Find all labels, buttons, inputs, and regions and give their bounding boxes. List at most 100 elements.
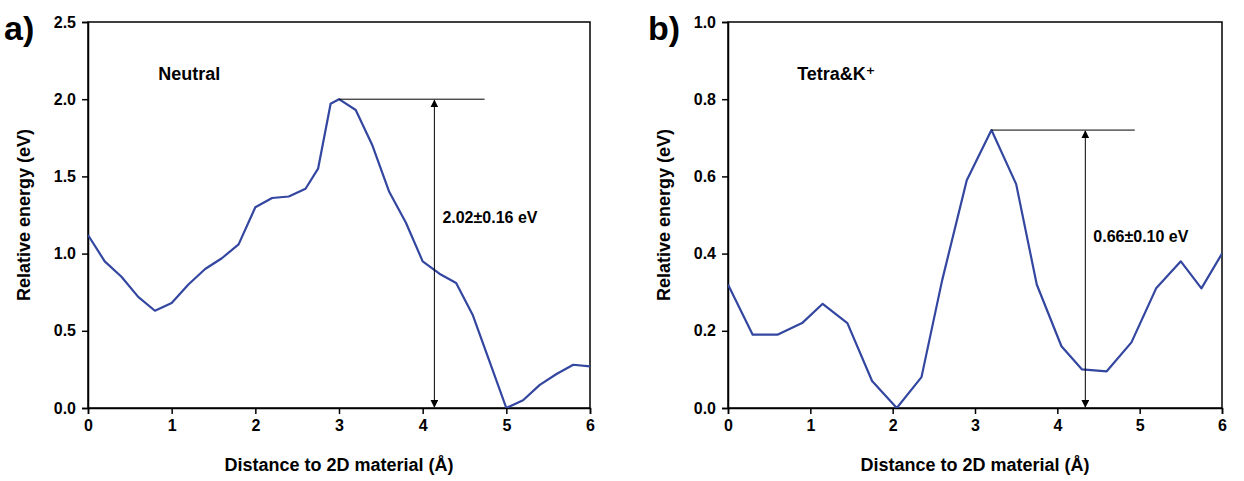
label-background [1091, 227, 1190, 246]
x-tick-label: 1 [806, 417, 815, 434]
x-tick-label: 4 [419, 417, 428, 434]
y-tick: 1.0 [694, 14, 728, 31]
y-tick: 0.6 [694, 168, 728, 185]
x-tick-label: 3 [335, 417, 344, 434]
y-tick: 0.5 [54, 322, 88, 339]
y-tick-mark [722, 408, 728, 410]
y-tick-mark [722, 331, 728, 333]
y-tick-label: 0.0 [54, 400, 76, 417]
x-tick-mark [506, 408, 508, 414]
x-tick: 5 [1136, 408, 1145, 434]
barrier-arrow [1085, 131, 1086, 407]
y-tick-mark [82, 176, 88, 178]
x-tick: 2 [889, 408, 898, 434]
x-tick-label: 4 [1053, 417, 1062, 434]
x-tick-label: 0 [84, 417, 93, 434]
x-tick: 6 [586, 408, 595, 434]
x-axis-line [729, 409, 1223, 415]
barrier-label: 0.66±0.10 eV [1093, 228, 1188, 245]
x-tick: 6 [1218, 408, 1227, 434]
y-tick-label: 0.4 [694, 245, 716, 262]
y-tick-mark [722, 22, 728, 24]
x-tick-label: 1 [168, 417, 177, 434]
x-tick-mark [590, 408, 592, 414]
barrier-level-line [991, 130, 1134, 131]
y-tick-mark [82, 253, 88, 255]
figure: 0 1 2 3 4 5 6 0.0 0.5 1.0 1.5 2.0 2.5 Distance to 2D … [0, 0, 1244, 481]
x-tick: 0 [84, 408, 93, 434]
y-tick-label: 0.8 [694, 91, 716, 108]
plot-area [728, 130, 1222, 408]
x-tick-mark [255, 408, 257, 414]
x-axis: 0 1 2 3 4 5 6 [84, 408, 595, 434]
panel-label: b) [648, 9, 680, 47]
y-tick: 2.5 [54, 14, 88, 31]
y-tick: 0.0 [694, 400, 728, 417]
x-tick: 5 [502, 408, 511, 434]
x-tick: 4 [419, 408, 428, 434]
y-axis: 0.0 0.2 0.4 0.6 0.8 1.0 [694, 14, 729, 417]
y-tick: 0.8 [694, 91, 728, 108]
y-tick-label: 0.2 [694, 322, 716, 339]
x-tick: 1 [168, 408, 177, 434]
y-tick-label: 2.0 [54, 91, 76, 108]
x-tick-mark [339, 408, 341, 414]
y-tick-label: 2.5 [54, 14, 76, 31]
x-axis: 0 1 2 3 4 5 6 [724, 408, 1227, 434]
x-tick: 0 [724, 408, 733, 434]
x-tick-mark [1057, 408, 1059, 414]
x-tick: 1 [806, 408, 815, 434]
state-label: Neutral [158, 64, 220, 84]
y-tick-mark [82, 331, 88, 333]
y-axis-title: Relative energy (eV) [14, 129, 34, 301]
x-tick-label: 3 [971, 417, 980, 434]
panel: 01234560.00.51.01.52.02.5Distance to 2D … [4, 9, 595, 475]
x-tick-label: 2 [251, 417, 260, 434]
x-axis-line [89, 409, 591, 415]
x-tick-mark [810, 408, 812, 414]
y-tick-mark [82, 22, 88, 24]
y-axis-line [82, 23, 89, 409]
x-axis-title: Distance to 2D material (Å) [860, 455, 1089, 475]
y-tick: 1.0 [54, 245, 88, 262]
barrier-arrow [434, 100, 435, 407]
y-tick: 2.0 [54, 91, 88, 108]
y-tick-label: 0.5 [54, 322, 76, 339]
y-axis-line [722, 23, 729, 409]
y-tick-mark [722, 253, 728, 255]
x-tick: 2 [251, 408, 260, 434]
plot-area [88, 99, 590, 408]
x-tick-mark [892, 408, 894, 414]
x-tick-mark [1222, 408, 1224, 414]
panel: 0 1 2 3 4 5 6 0.0 0.2 0.4 0.6 0.8 1.0 Distance to 2D … [648, 9, 1227, 475]
x-tick-label: 6 [586, 417, 595, 434]
x-tick-label: 5 [502, 417, 511, 434]
x-tick: 3 [335, 408, 344, 434]
x-tick-mark [422, 408, 424, 414]
x-tick-mark [975, 408, 977, 414]
y-axis-title: Relative energy (eV) [654, 129, 674, 301]
y-tick-mark [82, 408, 88, 410]
barrier-level-line [339, 99, 485, 100]
x-tick-label: 2 [889, 417, 898, 434]
y-tick-mark [82, 99, 88, 101]
y-tick-label: 1.0 [54, 245, 76, 262]
y-axis: 0.0 0.5 1.0 1.5 2.0 2.5 [54, 14, 89, 417]
barrier-label: 2.02±0.16 eV [442, 209, 537, 226]
x-tick-label: 0 [724, 417, 733, 434]
y-tick-mark [722, 176, 728, 178]
y-tick: 0.4 [694, 245, 728, 262]
plot-frame [728, 22, 1222, 408]
y-tick: 1.5 [54, 168, 88, 185]
y-tick-mark [722, 99, 728, 101]
label-background [440, 208, 539, 227]
x-tick: 3 [971, 408, 980, 434]
x-tick-label: 5 [1136, 417, 1145, 434]
plot-frame [88, 22, 590, 408]
y-tick: 0.2 [694, 322, 728, 339]
y-tick-label: 0.6 [694, 168, 716, 185]
energy-line [728, 130, 1222, 408]
x-tick-label: 6 [1218, 417, 1227, 434]
energy-line [88, 99, 590, 408]
y-tick-label: 1.0 [694, 14, 716, 31]
